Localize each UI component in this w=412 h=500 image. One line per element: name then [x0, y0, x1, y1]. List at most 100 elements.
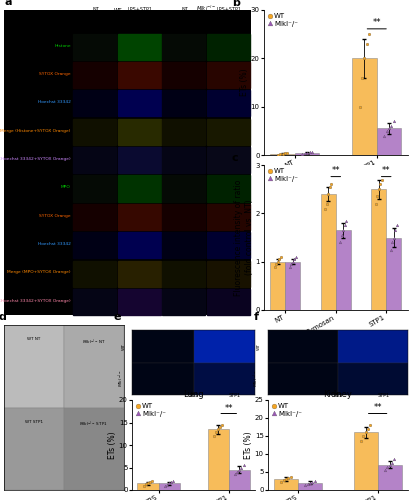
Text: c: c — [232, 154, 239, 164]
Bar — [73, 289, 116, 315]
Point — [311, 477, 318, 485]
Text: WT STP1: WT STP1 — [25, 420, 43, 424]
Point — [307, 479, 313, 487]
Point — [328, 180, 335, 188]
Text: WT: WT — [114, 8, 122, 13]
Text: Merge (MPO+SYTOX Orange): Merge (MPO+SYTOX Orange) — [7, 270, 71, 274]
Point — [287, 262, 293, 270]
Bar — [118, 90, 161, 117]
Point — [377, 180, 384, 188]
Bar — [207, 289, 250, 315]
Bar — [73, 232, 116, 258]
Point — [356, 102, 363, 110]
Bar — [321, 194, 336, 310]
Legend: WT, Mlkl⁻/⁻: WT, Mlkl⁻/⁻ — [269, 400, 305, 419]
Bar — [207, 62, 250, 88]
Point — [217, 423, 224, 431]
Point — [340, 226, 346, 234]
Legend: WT, Mlkl⁻/⁻: WT, Mlkl⁻/⁻ — [265, 166, 301, 184]
Point — [382, 466, 388, 474]
Point — [389, 238, 396, 246]
Bar — [338, 330, 408, 362]
Bar — [132, 330, 194, 362]
Point — [301, 149, 308, 157]
Point — [393, 222, 400, 230]
Point — [277, 150, 283, 158]
Point — [378, 176, 385, 184]
Y-axis label: ETs (%): ETs (%) — [240, 68, 249, 96]
Bar — [118, 176, 161, 202]
Point — [283, 475, 289, 483]
Point — [278, 478, 285, 486]
Text: f: f — [254, 312, 259, 322]
Bar — [118, 118, 161, 145]
Text: WT NT: WT NT — [27, 338, 41, 342]
Bar — [162, 260, 205, 286]
Point — [389, 459, 395, 467]
Point — [279, 150, 286, 158]
Point — [168, 478, 174, 486]
Point — [291, 255, 298, 263]
Text: MPO: MPO — [61, 186, 71, 190]
Point — [143, 480, 149, 488]
Y-axis label: ETs (%): ETs (%) — [108, 431, 117, 459]
Bar — [73, 204, 116, 230]
Point — [274, 258, 281, 266]
Bar — [352, 58, 377, 155]
Point — [234, 468, 241, 476]
Text: $Mlkl^{-/-}$: $Mlkl^{-/-}$ — [197, 4, 217, 13]
Bar — [73, 147, 116, 173]
Point — [360, 432, 367, 440]
Point — [215, 425, 222, 433]
Point — [302, 480, 309, 488]
Bar — [298, 483, 322, 490]
Point — [386, 124, 392, 132]
Bar — [118, 62, 161, 88]
Point — [232, 470, 239, 478]
Title: Kidney: Kidney — [323, 390, 352, 399]
Point — [372, 200, 379, 207]
Point — [238, 464, 245, 471]
Point — [145, 479, 151, 487]
Point — [359, 74, 365, 82]
Text: **: ** — [332, 166, 340, 174]
Point — [342, 222, 348, 230]
Text: Merge (Hoechst 33342+SYTOX Orange): Merge (Hoechst 33342+SYTOX Orange) — [0, 157, 71, 161]
Bar — [377, 128, 401, 155]
Text: $Mlkl^{-/-}$ NT: $Mlkl^{-/-}$ NT — [82, 338, 106, 346]
Point — [309, 148, 315, 156]
Bar — [194, 362, 255, 395]
Point — [211, 432, 217, 440]
Bar — [386, 238, 401, 310]
Point — [306, 148, 313, 156]
Point — [337, 238, 344, 246]
Bar — [270, 154, 295, 155]
Point — [285, 474, 292, 482]
Text: d: d — [0, 312, 6, 322]
Text: LPS+STP1: LPS+STP1 — [217, 7, 241, 12]
Point — [164, 480, 170, 488]
Bar — [118, 260, 161, 286]
Point — [325, 190, 332, 198]
Bar — [207, 232, 250, 258]
Point — [326, 183, 333, 191]
Text: WT: WT — [257, 343, 261, 350]
Bar — [229, 470, 250, 490]
Bar — [73, 176, 116, 202]
Point — [219, 421, 226, 429]
Point — [383, 127, 390, 135]
Bar — [268, 362, 338, 395]
Text: b: b — [232, 0, 240, 8]
Text: SYTOX Orange: SYTOX Orange — [39, 214, 71, 218]
Point — [213, 428, 220, 436]
Point — [276, 255, 283, 263]
Point — [166, 479, 172, 487]
Bar — [162, 232, 205, 258]
Text: STP1: STP1 — [228, 393, 241, 398]
Y-axis label: Fluorescence intensity of ratio
(fold control vs. NT): Fluorescence intensity of ratio (fold co… — [234, 180, 254, 296]
Text: Histone: Histone — [54, 44, 71, 48]
Text: **: ** — [225, 404, 233, 412]
Point — [374, 192, 380, 200]
Point — [288, 260, 295, 268]
Point — [365, 425, 371, 433]
